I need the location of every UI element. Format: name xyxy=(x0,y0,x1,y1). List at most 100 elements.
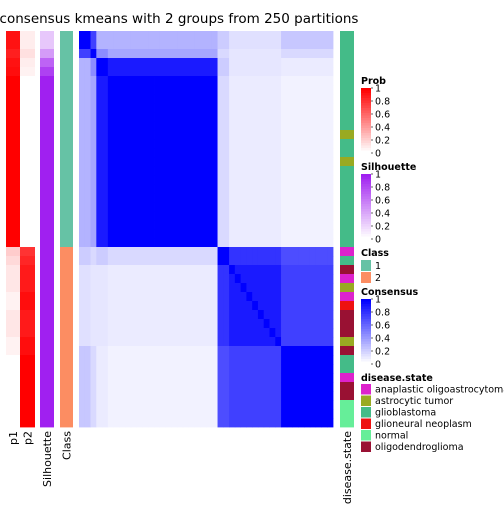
consensus-cell xyxy=(148,265,155,275)
class-cell xyxy=(60,121,73,131)
consensus-cell xyxy=(79,391,86,401)
consensus-cell xyxy=(246,112,253,122)
consensus-cell xyxy=(148,274,155,284)
consensus-cell xyxy=(234,247,242,257)
consensus-cell xyxy=(246,301,253,311)
silhouette-legend-gradient-step xyxy=(361,229,371,232)
consensus-cell xyxy=(211,283,218,293)
consensus-cell xyxy=(159,76,166,86)
consensus-cell xyxy=(234,31,242,41)
consensus-cell xyxy=(107,103,115,113)
consensus-cell xyxy=(206,319,213,329)
consensus-cell xyxy=(136,49,143,59)
consensus-cell xyxy=(281,310,288,320)
consensus-cell xyxy=(234,382,242,392)
consensus-cell xyxy=(321,58,328,68)
consensus-cell xyxy=(177,85,184,95)
consensus-cell xyxy=(229,373,236,383)
consensus-cell xyxy=(286,31,293,41)
consensus-cell xyxy=(171,193,178,203)
consensus-cell xyxy=(113,184,120,194)
consensus-cell xyxy=(234,238,242,248)
silhouette-cell xyxy=(40,400,54,410)
consensus-cell xyxy=(113,76,120,86)
silhouette-column-label: Silhouette xyxy=(41,431,54,487)
disease-legend-label: oligodendroglioma xyxy=(375,442,464,453)
consensus-cell xyxy=(263,310,270,320)
consensus-cell xyxy=(102,130,109,140)
prob-legend-gradient-step xyxy=(361,135,371,139)
silhouette-cell xyxy=(40,148,54,158)
consensus-cell xyxy=(113,328,120,338)
consensus-cell xyxy=(240,247,247,257)
p2-cell xyxy=(20,148,35,158)
consensus-cell xyxy=(119,148,126,158)
disease-state-cell xyxy=(340,364,354,374)
consensus-cell xyxy=(281,130,288,140)
consensus-cell xyxy=(206,301,213,311)
consensus-cell xyxy=(229,238,236,248)
consensus-cell xyxy=(269,355,276,365)
consensus-cell xyxy=(269,157,276,167)
consensus-cell xyxy=(125,391,132,401)
consensus-cell xyxy=(292,400,299,410)
consensus-cell xyxy=(125,76,132,86)
consensus-cell xyxy=(229,76,236,86)
consensus-cell xyxy=(321,409,328,419)
consensus-cell xyxy=(327,319,334,329)
consensus-cell xyxy=(96,166,103,176)
consensus-cell xyxy=(84,238,91,248)
prob-legend-gradient-step xyxy=(361,93,371,96)
disease-state-cell xyxy=(340,103,354,113)
consensus-cell xyxy=(171,184,178,194)
consensus-cell xyxy=(84,247,91,257)
class-cell xyxy=(60,40,73,50)
consensus-cell xyxy=(84,319,91,329)
consensus-cell xyxy=(177,31,184,41)
consensus-cell xyxy=(177,238,184,248)
consensus-cell xyxy=(246,346,253,356)
consensus-cell xyxy=(154,148,161,158)
silhouette-cell xyxy=(40,328,54,338)
consensus-cell xyxy=(194,409,201,419)
p1-cell xyxy=(6,247,20,257)
consensus-cell xyxy=(130,328,138,338)
consensus-cell xyxy=(217,355,224,365)
consensus-cell xyxy=(269,148,276,158)
consensus-cell xyxy=(206,409,213,419)
consensus-cell xyxy=(102,31,109,41)
consensus-cell xyxy=(188,256,195,266)
consensus-cell xyxy=(229,112,236,122)
consensus-cell xyxy=(188,283,195,293)
consensus-cell xyxy=(275,211,282,221)
p2-cell xyxy=(20,283,35,293)
consensus-cell xyxy=(223,310,230,320)
consensus-cell xyxy=(136,346,143,356)
consensus-cell xyxy=(119,247,126,257)
consensus-cell xyxy=(321,274,328,284)
silhouette-cell xyxy=(40,40,54,50)
consensus-cell xyxy=(298,76,305,86)
consensus-cell xyxy=(269,85,276,95)
consensus-cell xyxy=(229,184,236,194)
consensus-cell xyxy=(130,256,138,266)
consensus-cell xyxy=(107,274,115,284)
consensus-cell xyxy=(188,373,195,383)
consensus-cell xyxy=(125,319,132,329)
consensus-cell xyxy=(171,238,178,248)
consensus-cell xyxy=(269,130,276,140)
consensus-cell xyxy=(136,94,143,104)
consensus-cell xyxy=(263,157,270,167)
consensus-cell xyxy=(113,157,120,167)
silhouette-cell xyxy=(40,391,54,401)
consensus-cell xyxy=(246,130,253,140)
consensus-cell xyxy=(281,85,288,95)
consensus-cell xyxy=(223,94,230,104)
consensus-cell xyxy=(148,112,155,122)
consensus-cell xyxy=(113,175,120,185)
consensus-cell xyxy=(304,400,311,410)
consensus-cell xyxy=(246,121,253,131)
consensus-cell xyxy=(275,184,282,194)
consensus-cell xyxy=(327,121,334,131)
consensus-cell xyxy=(165,49,172,59)
